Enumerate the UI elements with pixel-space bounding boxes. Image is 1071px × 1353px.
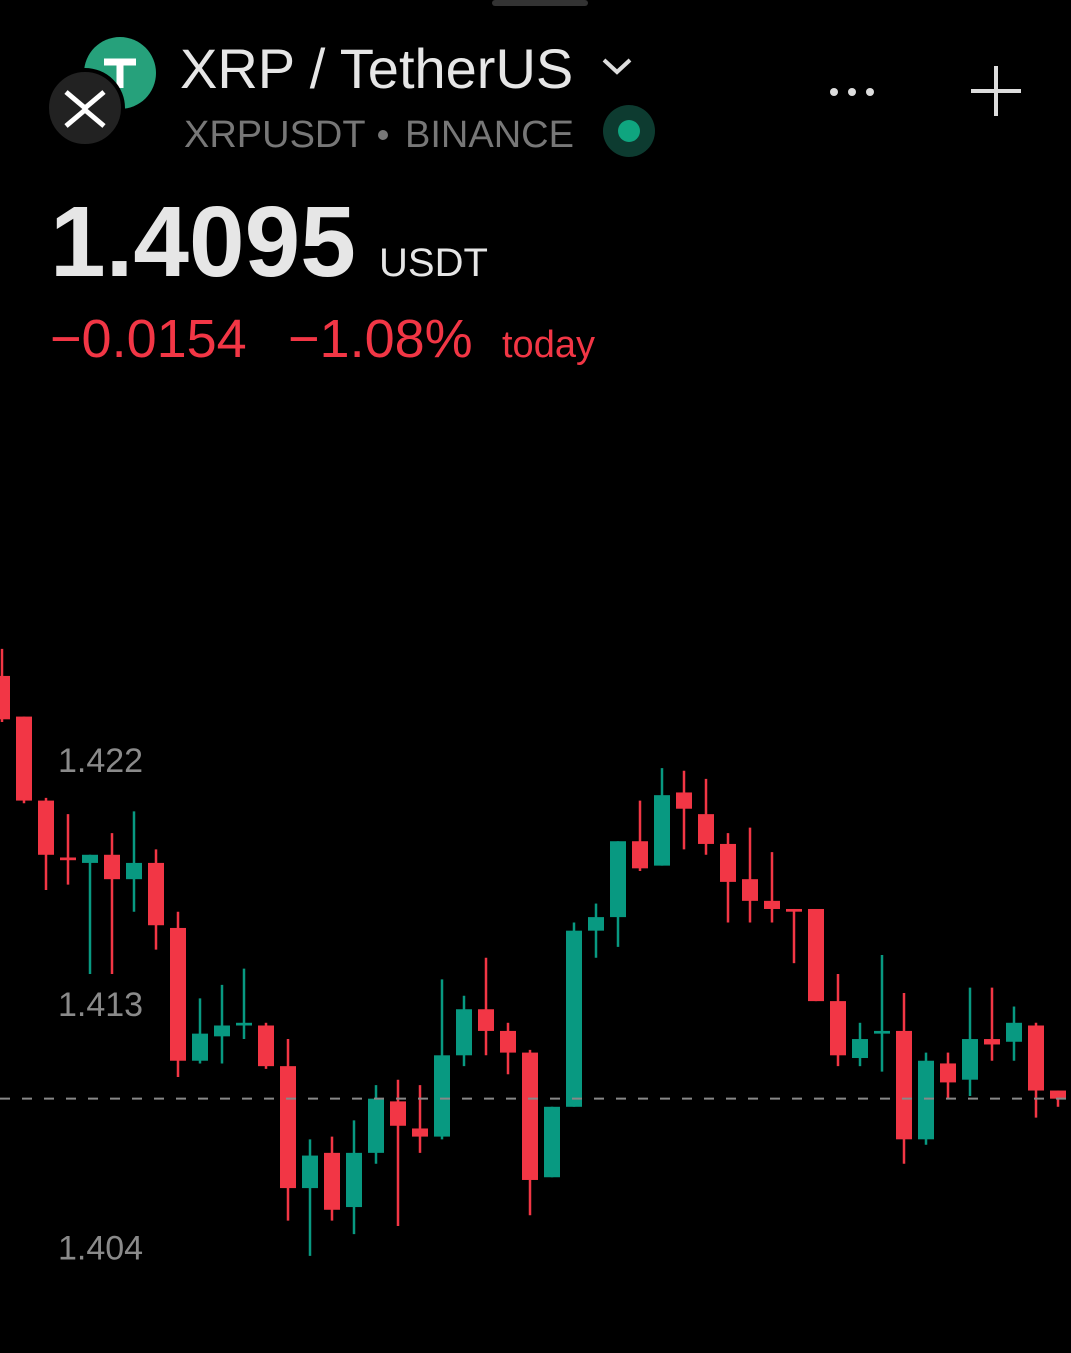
candle-body — [1028, 1025, 1044, 1091]
candle-body — [104, 854, 120, 880]
candle-body — [742, 879, 758, 901]
change: −0.0154 — [50, 309, 247, 369]
candle-body — [720, 843, 736, 882]
candle-body — [324, 1152, 340, 1210]
xrp-glyph — [64, 90, 106, 128]
status-dot — [618, 120, 640, 142]
candle-body — [830, 1001, 846, 1056]
candle-body — [1050, 1090, 1066, 1099]
y-tick-label: 1.413 — [58, 986, 143, 1024]
candle-body — [280, 1066, 296, 1189]
candle-body — [302, 1155, 318, 1189]
candle-body — [852, 1039, 868, 1059]
candle-body — [258, 1025, 274, 1067]
candle-body — [808, 908, 824, 1002]
candle-body — [962, 1039, 978, 1080]
candle-body — [170, 927, 186, 1061]
candle-body — [346, 1152, 362, 1208]
candle-body — [390, 1101, 406, 1126]
add-button[interactable] — [971, 66, 1021, 116]
separator-dot — [378, 130, 388, 140]
candle-body — [522, 1052, 538, 1180]
candle-body — [786, 908, 802, 912]
candle-body — [698, 814, 714, 844]
period: today — [502, 324, 595, 366]
candle-body — [984, 1039, 1000, 1045]
candle-body — [610, 841, 626, 918]
plot — [0, 648, 1066, 1256]
candle-body — [654, 795, 670, 866]
candle-body — [918, 1060, 934, 1140]
candle-body — [456, 1009, 472, 1056]
candle-body — [0, 675, 10, 720]
candle-body — [82, 854, 98, 863]
candle-body — [588, 917, 604, 931]
candle-body — [434, 1055, 450, 1137]
dropdown-icon[interactable] — [602, 58, 632, 75]
candle-body — [940, 1063, 956, 1083]
candle-body — [148, 862, 164, 926]
candle-body — [632, 841, 648, 869]
candle-body — [676, 792, 692, 809]
change-percent: −1.08% — [288, 309, 473, 369]
candle-body — [566, 930, 582, 1107]
exchange: BINANCE — [405, 114, 574, 156]
pair-title[interactable]: XRP / TetherUS — [180, 37, 573, 100]
candle-body — [38, 800, 54, 855]
candle-body — [896, 1030, 912, 1140]
candle-body — [236, 1022, 252, 1026]
candle-body — [1006, 1022, 1022, 1042]
candle-body — [412, 1128, 428, 1137]
y-tick-label: 1.422 — [58, 742, 143, 780]
candle-body — [126, 862, 142, 880]
price: 1.4095 — [50, 186, 356, 298]
notch — [492, 0, 588, 6]
y-tick-label: 1.404 — [58, 1230, 143, 1268]
currency: USDT — [379, 241, 488, 285]
candle-body — [874, 1030, 890, 1034]
candle-body — [478, 1009, 494, 1031]
candle-body — [544, 1106, 560, 1178]
more-button[interactable] — [830, 88, 874, 96]
symbol: XRPUSDT — [184, 114, 366, 156]
tether-glyph — [104, 58, 136, 88]
candle-body — [60, 857, 76, 861]
candle-body — [764, 900, 780, 909]
candle-body — [214, 1025, 230, 1037]
candle-body — [192, 1033, 208, 1061]
candle-body — [368, 1098, 384, 1153]
candle-body — [500, 1030, 516, 1053]
candle-body — [16, 716, 32, 801]
